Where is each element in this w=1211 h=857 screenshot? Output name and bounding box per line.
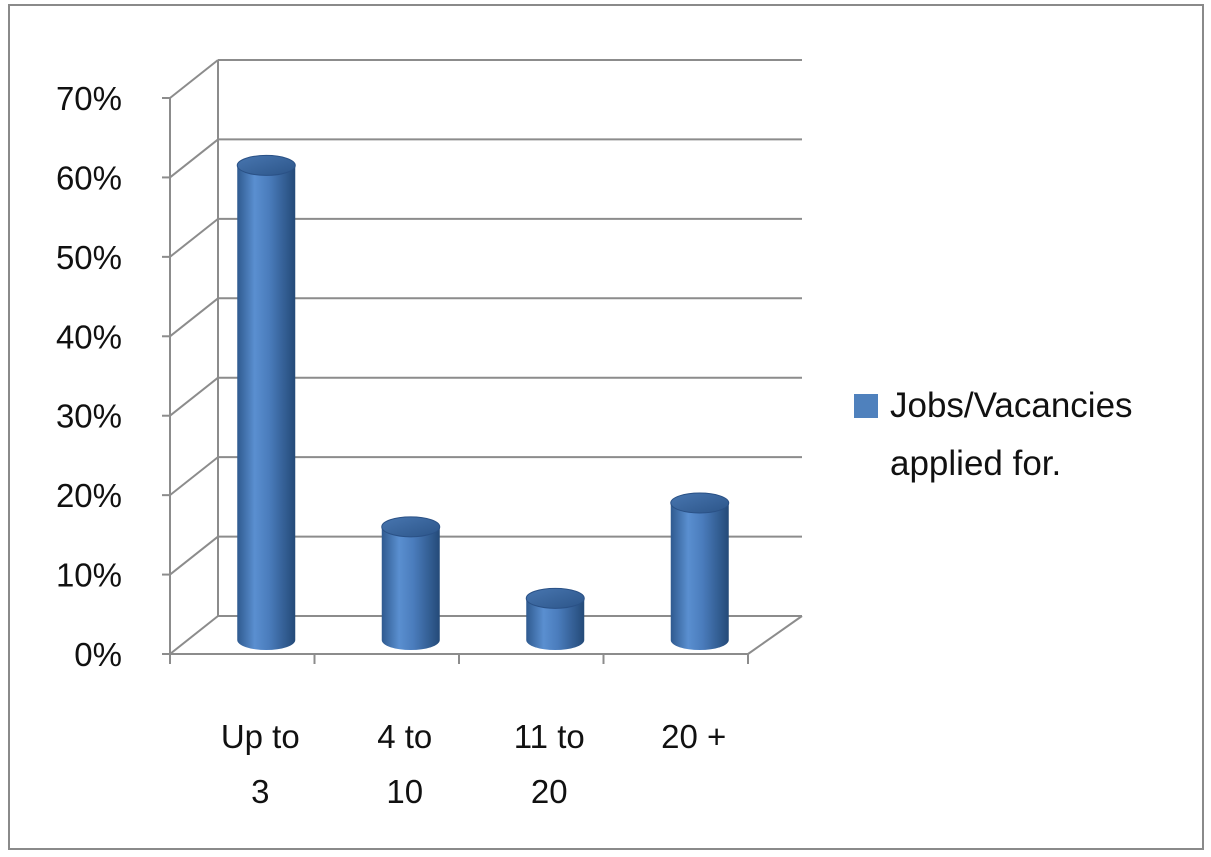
bar-body xyxy=(526,598,585,650)
bar-cap xyxy=(236,154,296,176)
bar-cap xyxy=(670,492,730,514)
x-tick-label: Up to 3 xyxy=(221,718,300,810)
x-tick-label: 20 + xyxy=(661,718,726,755)
bar xyxy=(236,154,296,650)
gridline-side xyxy=(169,535,219,576)
bar-cap xyxy=(381,516,441,538)
legend-swatch xyxy=(854,394,878,418)
y-tick-label: 60% xyxy=(56,159,122,196)
gridline-side xyxy=(169,615,219,655)
bar-chart: 0% 10% 20% 30% 40% 50% 60% 70% Up to 3 4 to 10 11 to… xyxy=(56,59,1133,810)
floor-right-edge xyxy=(747,615,803,655)
bar-body xyxy=(670,503,729,650)
bar-cap xyxy=(525,587,585,609)
y-tick-label: 30% xyxy=(56,398,122,435)
bar xyxy=(381,516,441,650)
y-tick-label: 0% xyxy=(74,636,122,673)
bar-body xyxy=(237,165,296,650)
legend-label: Jobs/Vacancies applied for. xyxy=(890,386,1133,483)
y-tick-label: 40% xyxy=(56,318,122,355)
bar-body xyxy=(381,526,440,650)
gridline-side xyxy=(169,59,219,99)
gridline-side xyxy=(169,297,219,338)
chart-frame: 0% 10% 20% 30% 40% 50% 60% 70% Up to 3 4 to 10 11 to… xyxy=(8,4,1204,850)
gridline-side xyxy=(169,138,219,179)
bar xyxy=(670,492,730,650)
bar xyxy=(525,587,585,650)
legend: Jobs/Vacancies applied for. xyxy=(854,386,1133,483)
gridline-side xyxy=(169,376,219,417)
gridline-side xyxy=(169,456,219,496)
y-tick-label: 20% xyxy=(56,477,122,514)
y-tick-label: 10% xyxy=(56,557,122,594)
y-tick-label: 50% xyxy=(56,239,122,276)
gridline-side xyxy=(169,218,219,258)
x-tick-label: 11 to 20 xyxy=(514,718,585,810)
y-tick-label: 70% xyxy=(56,80,122,117)
x-tick-label: 4 to 10 xyxy=(377,718,432,810)
